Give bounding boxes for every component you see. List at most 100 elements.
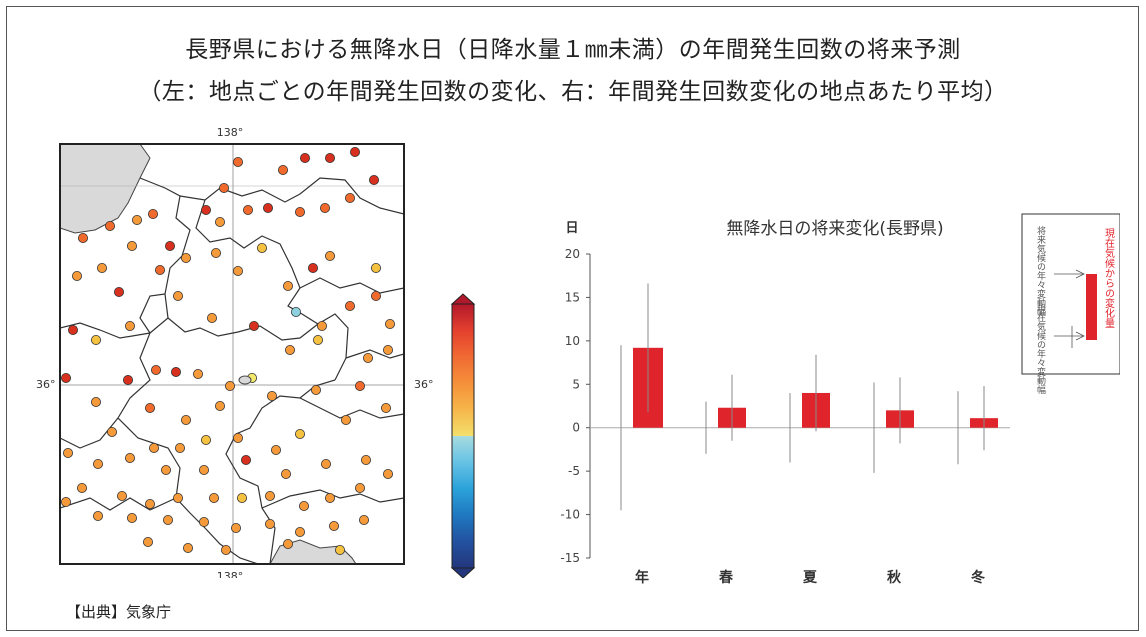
y-tick-label: 5 [572, 377, 580, 391]
lake-marker [238, 375, 252, 385]
station-dot [382, 344, 393, 355]
y-tick-label: -5 [568, 464, 580, 478]
station-dot [127, 241, 138, 252]
legend-bar [1086, 274, 1097, 340]
station-dot [127, 512, 138, 523]
station-dot [218, 183, 229, 194]
station-dot [380, 402, 391, 413]
station-dot [123, 374, 134, 385]
station-dot [107, 426, 118, 437]
station-dot [256, 243, 267, 254]
station-dot [162, 514, 173, 525]
station-dot [324, 250, 335, 261]
station-dot [105, 221, 116, 232]
station-dot [324, 153, 335, 164]
figure-frame [6, 6, 1139, 631]
station-dot [240, 454, 251, 465]
station-dot [170, 366, 181, 377]
y-tick-label: 0 [572, 421, 580, 435]
station-dot [280, 468, 291, 479]
station-dot [282, 280, 293, 291]
station-dot [248, 320, 259, 331]
station-dot [182, 542, 193, 553]
station-dot [180, 252, 191, 263]
y-tick-label: 20 [565, 247, 580, 261]
station-dot [270, 444, 281, 455]
station-dot [214, 400, 225, 411]
station-dot [77, 482, 88, 493]
source-note: 【出典】気象庁 [66, 603, 172, 621]
station-dot [206, 312, 217, 323]
figure-subtitle: （左：地点ごとの年間発生回数の変化、右：年間発生回数変化の地点あたり平均） [138, 79, 1008, 105]
outside-region [60, 144, 151, 234]
station-dot [362, 352, 373, 363]
lon-label-top: 138° [217, 126, 244, 139]
figure-title: 長野県における無降水日（日降水量１㎜未満）の年間発生回数の将来予測 [185, 37, 961, 63]
station-dot [284, 344, 295, 355]
station-dot [370, 262, 381, 273]
station-dot [354, 380, 365, 391]
x-tick-label: 冬 [971, 569, 985, 586]
station-dot [370, 290, 381, 301]
station-dot [198, 464, 209, 475]
x-tick-label: 秋 [887, 569, 902, 586]
station-dot [200, 205, 211, 216]
station-dot [117, 490, 128, 501]
chart-legend: 現在気候からの変化量 将来気候の年々変動幅 現在気候の年々変動幅 [1021, 213, 1120, 395]
station-dot [349, 146, 360, 157]
station-dot [61, 496, 72, 507]
station-dot [68, 324, 79, 335]
station-dot [232, 265, 243, 276]
station-dot [262, 203, 273, 214]
bars [620, 283, 998, 511]
station-dot [97, 262, 108, 273]
station-dot [72, 270, 83, 281]
legend-future-var-label: 将来気候の年々変動幅 [1035, 226, 1046, 317]
station-dot [78, 233, 89, 244]
station-dot [299, 153, 310, 164]
x-tick-label: 春 [718, 569, 734, 586]
x-axis: 年春夏秋冬 [635, 569, 985, 586]
station-dot [307, 262, 318, 273]
station-dot [358, 514, 369, 525]
station-dot [294, 428, 305, 439]
station-dot [344, 300, 355, 311]
y-tick-label: -10 [560, 508, 580, 522]
station-dot [125, 452, 136, 463]
station-dot [210, 247, 221, 258]
station-dot [320, 458, 331, 469]
station-dot [144, 402, 155, 413]
station-dot [93, 458, 104, 469]
station-dot [382, 468, 393, 479]
y-tick-label: 15 [565, 290, 580, 304]
station-dot [174, 442, 185, 453]
station-dot [264, 490, 275, 501]
station-dot [294, 526, 305, 537]
station-dot [354, 482, 365, 493]
x-tick-label: 夏 [803, 569, 818, 586]
station-dot [114, 286, 125, 297]
station-dot [230, 522, 241, 533]
station-dot [232, 157, 243, 168]
station-dot [172, 290, 183, 301]
station-dot [224, 380, 235, 391]
station-dot [160, 464, 171, 475]
station-dot [266, 390, 277, 401]
station-dot [316, 320, 327, 331]
station-dot [344, 193, 355, 204]
station-dot [91, 396, 102, 407]
station-dot [334, 544, 345, 555]
station-dot [360, 454, 371, 465]
station-dot [144, 498, 155, 509]
legend-change-label: 現在気候からの変化量 [1103, 228, 1115, 328]
station-dot [368, 175, 379, 186]
y-tick-label: -15 [560, 551, 580, 565]
station-dot [164, 241, 175, 252]
station-dot [131, 215, 142, 226]
chart-title: 無降水日の将来変化(長野県) [726, 219, 943, 239]
station-dot [294, 207, 305, 218]
station-dots [61, 146, 395, 555]
station-dot [298, 500, 309, 511]
lat-label-left: 36° [36, 378, 56, 391]
station-dot [220, 544, 231, 555]
